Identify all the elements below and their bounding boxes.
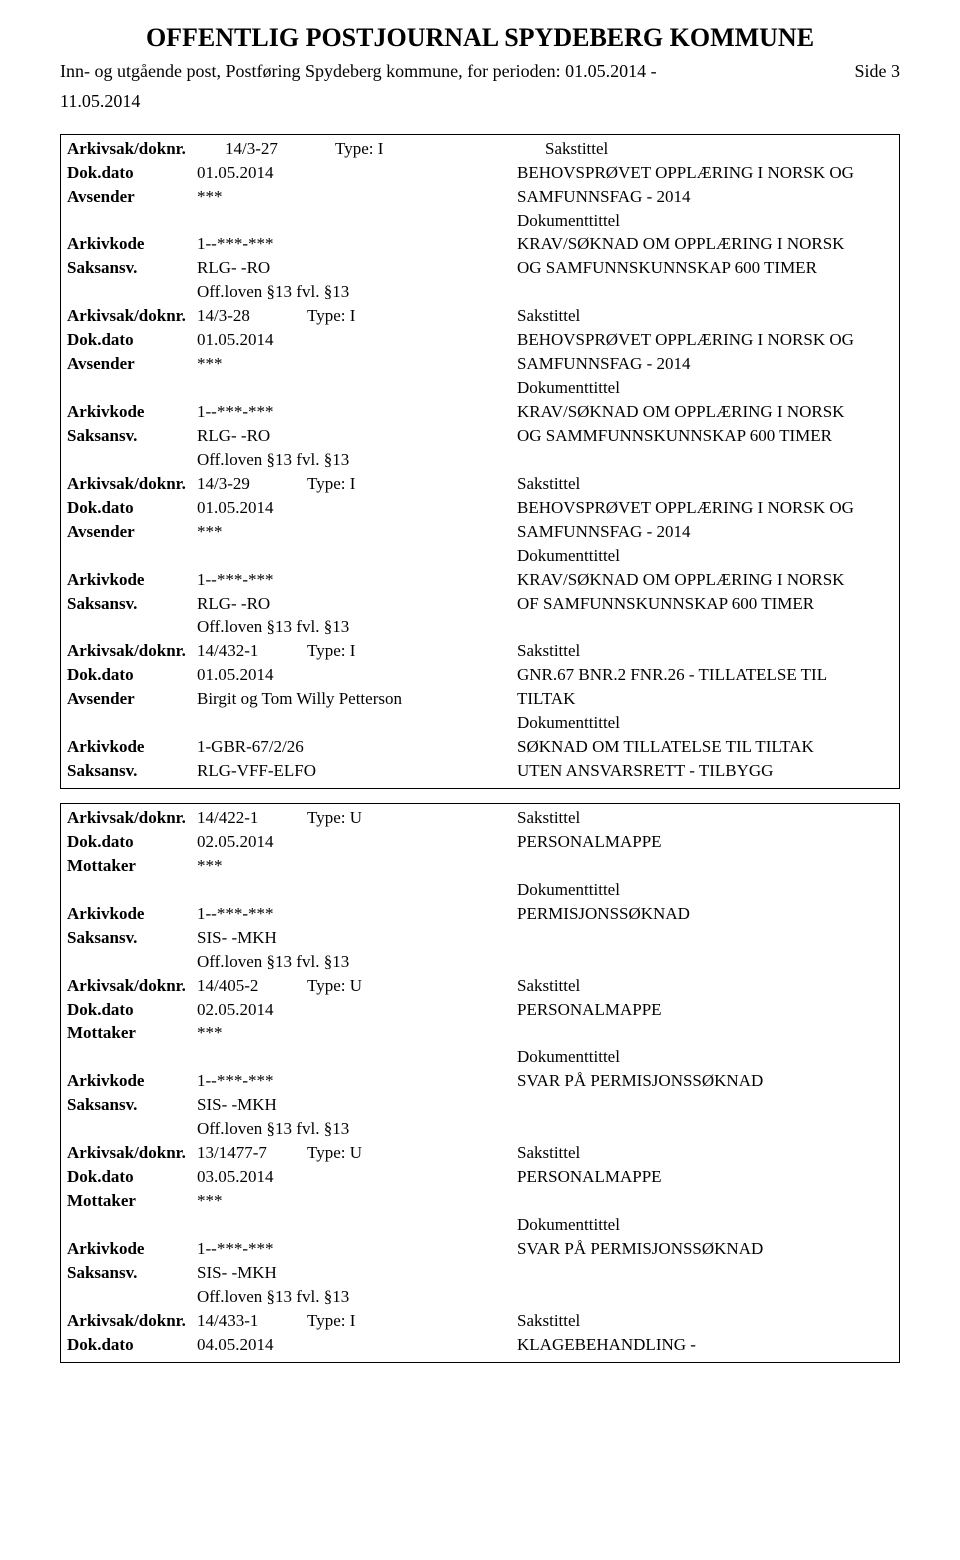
row-arkivsak: Arkivsak/doknr.14/3-27Type: ISakstittel [67, 138, 893, 161]
label-arkivsak: Arkivsak/doknr. [67, 640, 197, 663]
label-sakstittel: Sakstittel [517, 473, 893, 496]
label-arkivsak: Arkivsak/doknr. [67, 975, 197, 998]
value-doknr-type: 14/405-2Type: U [197, 975, 517, 998]
label-sakstittel: Sakstittel [517, 305, 893, 328]
row-arkivsak: Arkivsak/doknr.14/422-1Type: USakstittel [67, 807, 893, 830]
label-sakstittel: Sakstittel [517, 640, 893, 663]
label-sakstittel: Sakstittel [517, 975, 893, 998]
subtitle-line2: 11.05.2014 [60, 89, 657, 113]
value-doknr-type: 14/433-1Type: I [197, 1310, 517, 1333]
header-title: OFFENTLIG POSTJOURNAL SPYDEBERG KOMMUNE [60, 20, 900, 55]
value-doknr-type: 14/3-27Type: I [225, 138, 545, 161]
row-arkivsak: Arkivsak/doknr.14/432-1Type: ISakstittel [67, 640, 893, 663]
label-sakstittel: Sakstittel [517, 1142, 893, 1165]
side-label: Side 3 [854, 59, 900, 83]
label-arkivsak: Arkivsak/doknr. [67, 1310, 197, 1333]
row-arkivsak: Arkivsak/doknr.13/1477-7Type: USakstitte… [67, 1142, 893, 1165]
row-arkivsak: Arkivsak/doknr.14/3-29Type: ISakstittel [67, 473, 893, 496]
header-row: Inn- og utgående post, Postføring Spydeb… [60, 59, 900, 120]
label-arkivsak: Arkivsak/doknr. [67, 138, 225, 161]
row-arkivsak: Arkivsak/doknr.14/3-28Type: ISakstittel [67, 305, 893, 328]
value-doknr-type: 14/3-28Type: I [197, 305, 517, 328]
value-doknr-type: 14/432-1Type: I [197, 640, 517, 663]
value-doknr-type: 14/3-29Type: I [197, 473, 517, 496]
row-arkivsak: Arkivsak/doknr.14/433-1Type: ISakstittel [67, 1310, 893, 1333]
label-arkivsak: Arkivsak/doknr. [67, 1142, 197, 1165]
label-arkivsak: Arkivsak/doknr. [67, 305, 197, 328]
row-arkivsak: Arkivsak/doknr.14/405-2Type: USakstittel [67, 975, 893, 998]
label-sakstittel: Sakstittel [517, 807, 893, 830]
label-sakstittel: Sakstittel [545, 138, 893, 161]
journal-box-1: Arkivsak/doknr.14/3-27Type: ISakstittelD… [60, 134, 900, 789]
journal-box-2: Arkivsak/doknr.14/422-1Type: USakstittel… [60, 803, 900, 1363]
value-doknr-type: 13/1477-7Type: U [197, 1142, 517, 1165]
label-arkivsak: Arkivsak/doknr. [67, 473, 197, 496]
label-arkivsak: Arkivsak/doknr. [67, 807, 197, 830]
label-sakstittel: Sakstittel [517, 1310, 893, 1333]
subtitle-line1: Inn- og utgående post, Postføring Spydeb… [60, 59, 657, 83]
value-doknr-type: 14/422-1Type: U [197, 807, 517, 830]
